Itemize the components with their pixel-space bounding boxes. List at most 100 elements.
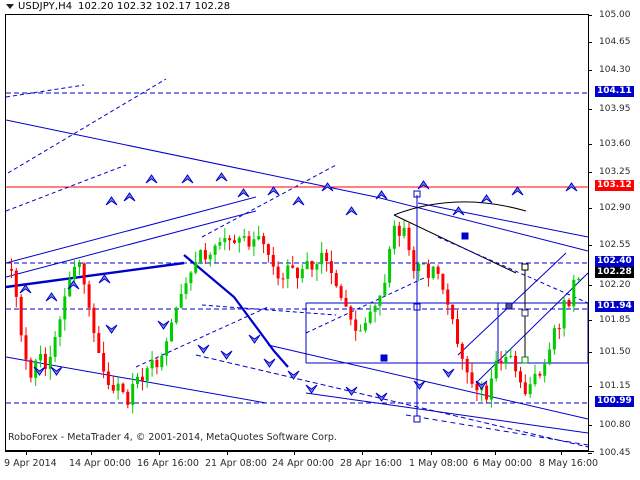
candle-body bbox=[562, 300, 566, 329]
candle-body bbox=[63, 296, 67, 320]
trendline-major-descending-ext[interactable] bbox=[375, 196, 588, 252]
time-tick-mark bbox=[26, 451, 27, 455]
vertical-line-1-handle-bottom[interactable] bbox=[413, 415, 421, 423]
price-tick-label: 102.90 bbox=[599, 203, 631, 213]
candle-body bbox=[179, 293, 183, 308]
fractal-down-arrow-icon bbox=[413, 380, 426, 390]
candle-body bbox=[407, 227, 411, 251]
candle-body bbox=[58, 319, 62, 337]
price-tick-label: 102.20 bbox=[599, 280, 631, 290]
object-handle-a[interactable] bbox=[461, 232, 469, 240]
price-tick-label: 101.15 bbox=[599, 381, 631, 391]
time-tick-label: 14 Apr 00:00 bbox=[69, 458, 131, 469]
price-badge-102-40[interactable]: 102.40 bbox=[595, 256, 634, 267]
trendline-dashed-support[interactable] bbox=[135, 306, 269, 368]
price-axis-line bbox=[588, 14, 594, 451]
price-badge-101-94[interactable]: 101.94 bbox=[595, 301, 634, 312]
triangle-mid-dashed[interactable] bbox=[305, 276, 427, 334]
candle-body bbox=[460, 343, 464, 359]
fractal-up-arrow-icon bbox=[215, 172, 228, 182]
candle-body bbox=[557, 328, 561, 330]
time-tick-mark bbox=[91, 451, 92, 455]
trendline-right-dashed[interactable] bbox=[437, 236, 588, 304]
candle-body bbox=[577, 278, 581, 280]
candle-body bbox=[213, 245, 217, 255]
price-axis[interactable]: 105.00 104.65 104.30 103.95 103.60 103.25 102.… bbox=[588, 0, 640, 470]
candle-body bbox=[320, 252, 324, 265]
vertical-line-2-handle-bottom[interactable] bbox=[521, 356, 529, 364]
fractal-up-arrow-icon bbox=[452, 206, 465, 216]
candle-body bbox=[170, 322, 173, 342]
candle-body bbox=[368, 311, 372, 323]
time-tick-label: 28 Apr 16:00 bbox=[340, 458, 402, 469]
fractal-down-arrow-icon bbox=[287, 370, 300, 380]
trendline-support-thick[interactable] bbox=[6, 261, 185, 289]
trendline-right-long[interactable] bbox=[305, 392, 588, 434]
price-badge-103-12[interactable]: 103.12 bbox=[595, 180, 634, 191]
fractal-up-arrow-icon bbox=[67, 280, 80, 290]
price-tick-label: 104.65 bbox=[599, 37, 631, 47]
chart-canvas bbox=[6, 78, 588, 448]
candle-body bbox=[150, 359, 154, 369]
price-tick-mark bbox=[588, 320, 592, 321]
trendline-from-spike[interactable] bbox=[417, 202, 588, 238]
candlestick-series[interactable] bbox=[10, 195, 581, 415]
symbol-label: USDJPY,H4 bbox=[18, 1, 73, 12]
trendline-ascending-1[interactable] bbox=[6, 210, 257, 278]
candle-body bbox=[383, 282, 387, 296]
candle-body bbox=[145, 368, 149, 381]
triangle-lower-dashed[interactable] bbox=[201, 304, 337, 316]
channel-bottom-solid[interactable] bbox=[267, 344, 588, 420]
object-handle-b[interactable] bbox=[505, 302, 513, 310]
candle-body bbox=[87, 284, 91, 308]
candle-body bbox=[431, 266, 435, 278]
triangle-down-icon[interactable] bbox=[6, 4, 14, 9]
trendline-ascending-2[interactable] bbox=[6, 196, 257, 264]
price-tick-label: 101.85 bbox=[599, 315, 631, 325]
candle-body bbox=[315, 264, 319, 270]
candle-body bbox=[155, 359, 159, 368]
price-tick-label: 100.45 bbox=[599, 448, 631, 458]
price-tick-mark bbox=[588, 453, 592, 454]
time-tick-label: 16 Apr 16:00 bbox=[137, 458, 199, 469]
candle-body bbox=[262, 236, 266, 245]
trendline-rising-dashed-2[interactable] bbox=[6, 164, 127, 212]
fractal-up-arrow-icon bbox=[511, 186, 524, 196]
price-badge-104-11[interactable]: 104.11 bbox=[595, 86, 634, 97]
candle-body bbox=[446, 289, 450, 305]
candle-body bbox=[523, 382, 527, 395]
price-badge-102-28[interactable]: 102.28 bbox=[595, 267, 634, 278]
candle-body bbox=[412, 250, 416, 271]
candle-body bbox=[194, 262, 198, 273]
price-badge-100-99[interactable]: 100.99 bbox=[595, 396, 634, 407]
candle-body bbox=[286, 265, 290, 279]
fractal-up-arrow-icon bbox=[237, 188, 250, 198]
object-handle-c[interactable] bbox=[380, 354, 388, 362]
fractal-up-arrow-icon bbox=[145, 174, 158, 184]
price-level-lines bbox=[6, 92, 588, 404]
candle-body bbox=[296, 267, 299, 279]
triangle-upper-dashed[interactable] bbox=[201, 164, 337, 238]
time-tick-mark bbox=[431, 451, 432, 455]
price-tick-label: 103.25 bbox=[599, 167, 631, 177]
rectangle-right[interactable] bbox=[497, 302, 588, 364]
candle-body bbox=[160, 355, 164, 368]
trendline-bottom-far-right[interactable] bbox=[405, 414, 588, 446]
channel-right-lower[interactable] bbox=[475, 272, 588, 384]
candle-body bbox=[426, 263, 430, 278]
vertical-line-2-handle-top[interactable] bbox=[521, 263, 529, 271]
time-tick-label: 21 Apr 08:00 bbox=[205, 458, 267, 469]
trendline-upper-dashed[interactable] bbox=[6, 84, 85, 98]
vertical-line-2-handle-mid[interactable] bbox=[521, 309, 529, 317]
zigzag-down-leg[interactable] bbox=[183, 254, 289, 368]
candle-body bbox=[92, 307, 96, 334]
trendline-major-descending[interactable] bbox=[6, 119, 377, 198]
candle-body bbox=[465, 358, 469, 373]
trendline-black-1[interactable] bbox=[393, 214, 517, 274]
trendline-rising-dashed-1[interactable] bbox=[7, 78, 167, 174]
channel-bottom-dashed[interactable] bbox=[195, 354, 588, 448]
chart-plot-area[interactable] bbox=[5, 14, 588, 451]
trendline-black-curve[interactable] bbox=[393, 201, 527, 216]
candle-body bbox=[218, 242, 222, 246]
